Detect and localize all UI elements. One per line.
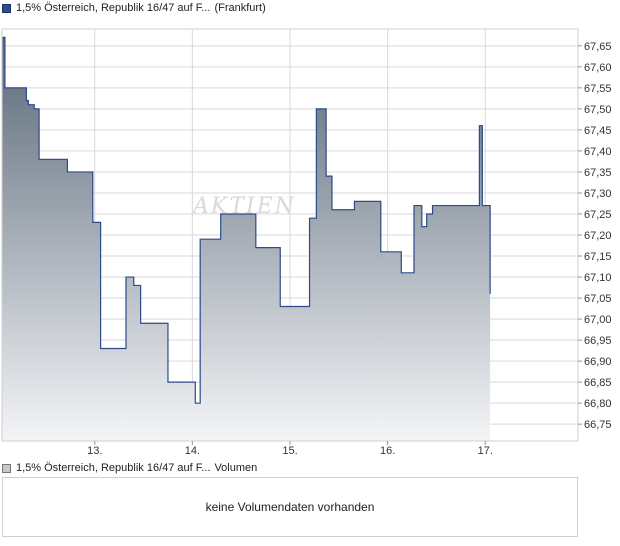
legend-series-name: 1,5% Österreich, Republik 16/47 auf F... bbox=[16, 2, 211, 14]
y-axis-ticks: 66,75 66,80 66,85 66,90 66,95 67,00 67,05 67,10… bbox=[578, 41, 612, 431]
y-tick-label: 67,00 bbox=[584, 314, 612, 326]
y-tick-label: 67,15 bbox=[584, 251, 612, 263]
x-axis-ticks: 13. 14. 15. 16. 17. bbox=[87, 441, 493, 457]
y-tick-label: 67,50 bbox=[584, 104, 612, 116]
volume-legend: 1,5% Österreich, Republik 16/47 auf F...… bbox=[2, 460, 257, 476]
y-tick-label: 67,30 bbox=[584, 188, 612, 200]
y-tick-label: 67,05 bbox=[584, 293, 612, 305]
y-tick-label: 66,75 bbox=[584, 419, 612, 431]
y-tick-label: 67,20 bbox=[584, 230, 612, 242]
x-tick-label: 15. bbox=[282, 445, 297, 457]
main-chart-legend: 1,5% Österreich, Republik 16/47 auf F...… bbox=[2, 0, 266, 16]
x-tick-label: 16. bbox=[380, 445, 395, 457]
price-chart: AKTIEN CK 13.14.15.16.17. 66,7566,8066,8… bbox=[1, 28, 612, 457]
y-tick-label: 67,60 bbox=[584, 62, 612, 74]
y-tick-label: 66,80 bbox=[584, 398, 612, 410]
y-tick-label: 66,90 bbox=[584, 356, 612, 368]
series-color-swatch bbox=[2, 3, 11, 13]
x-tick-label: 14. bbox=[185, 445, 200, 457]
x-tick-label: 17. bbox=[478, 445, 493, 457]
volume-series-name: 1,5% Österreich, Republik 16/47 auf F... bbox=[16, 462, 211, 474]
volume-label: Volumen bbox=[214, 462, 258, 474]
volume-color-swatch bbox=[2, 463, 11, 473]
price-area bbox=[2, 37, 491, 441]
y-tick-label: 67,10 bbox=[584, 272, 612, 284]
y-tick-label: 66,85 bbox=[584, 377, 612, 389]
x-tick-label: 13. bbox=[87, 445, 102, 457]
y-tick-label: 67,25 bbox=[584, 209, 612, 221]
y-tick-label: 67,65 bbox=[584, 41, 612, 53]
no-volume-message: keine Volumendaten vorhanden bbox=[205, 500, 375, 514]
y-tick-label: 67,55 bbox=[584, 83, 612, 95]
volume-panel: keine Volumendaten vorhanden bbox=[2, 477, 578, 537]
price-line bbox=[2, 36, 491, 404]
y-tick-label: 66,95 bbox=[584, 335, 612, 347]
legend-exchange: (Frankfurt) bbox=[214, 2, 266, 14]
y-tick-label: 67,35 bbox=[584, 167, 612, 179]
y-tick-label: 67,45 bbox=[584, 125, 612, 137]
y-tick-label: 67,40 bbox=[584, 146, 612, 158]
